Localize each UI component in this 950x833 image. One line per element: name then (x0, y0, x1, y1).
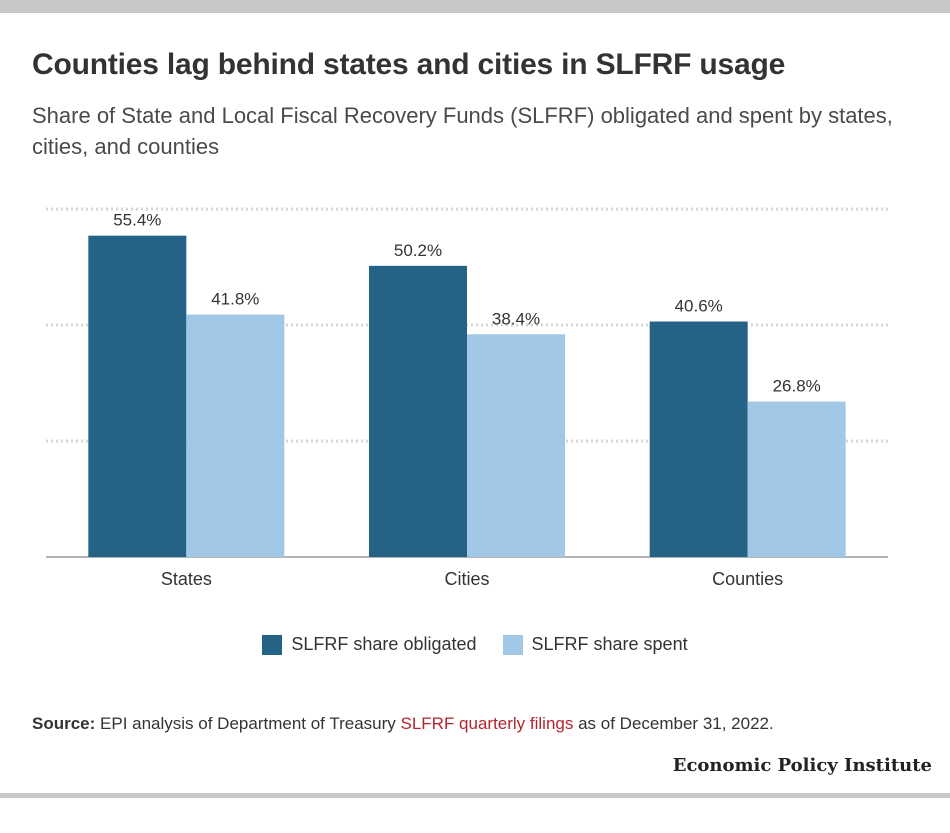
value-label: 40.6% (675, 297, 723, 316)
brand-logo: Economic Policy Institute (672, 755, 932, 776)
source-note: Source: EPI analysis of Department of Tr… (32, 714, 774, 734)
legend-item-spent: SLFRF share spent (502, 634, 688, 655)
x-tick-label: Counties (712, 569, 783, 589)
top-border (0, 0, 950, 13)
source-label: Source: (32, 714, 96, 733)
legend-swatch-spent (502, 634, 523, 655)
bar-obligated-cities (369, 265, 467, 557)
legend-label-obligated: SLFRF share obligated (291, 634, 477, 654)
legend-label-spent: SLFRF share spent (531, 634, 688, 654)
source-link[interactable]: SLFRF quarterly filings (400, 714, 574, 733)
value-label: 41.8% (211, 290, 259, 309)
bar-spent-counties (747, 401, 846, 557)
bar-obligated-counties (649, 321, 748, 557)
legend-swatch-obligated (262, 634, 283, 655)
value-label: 50.2% (394, 241, 442, 260)
value-label: 55.4% (113, 211, 161, 230)
chart-title: Counties lag behind states and cities in… (32, 48, 786, 81)
bar-chart: 55.4% 41.8% 50.2% 38.4% 40.6% 26.8% States Cit… (46, 207, 888, 589)
bar-spent-cities (467, 334, 565, 557)
legend-item-obligated: SLFRF share obligated (262, 634, 477, 655)
bar-obligated-states (88, 235, 187, 557)
source-text-before: EPI analysis of Department of Treasury (95, 714, 401, 733)
value-label: 26.8% (773, 377, 821, 396)
source-text-after: as of December 31, 2022. (573, 714, 774, 733)
bars (88, 235, 846, 557)
x-tick-label: Cities (444, 569, 489, 589)
chart-subtitle: Share of State and Local Fiscal Recovery… (32, 103, 893, 159)
legend: SLFRF share obligated SLFRF share spent (0, 634, 950, 655)
value-labels: 55.4% 41.8% 50.2% 38.4% 40.6% 26.8% (113, 211, 821, 396)
bottom-border (0, 793, 950, 798)
x-tick-label: States (161, 569, 212, 589)
value-label: 38.4% (492, 309, 540, 328)
bar-spent-states (186, 314, 285, 557)
x-axis-labels: States Cities Counties (161, 569, 783, 589)
